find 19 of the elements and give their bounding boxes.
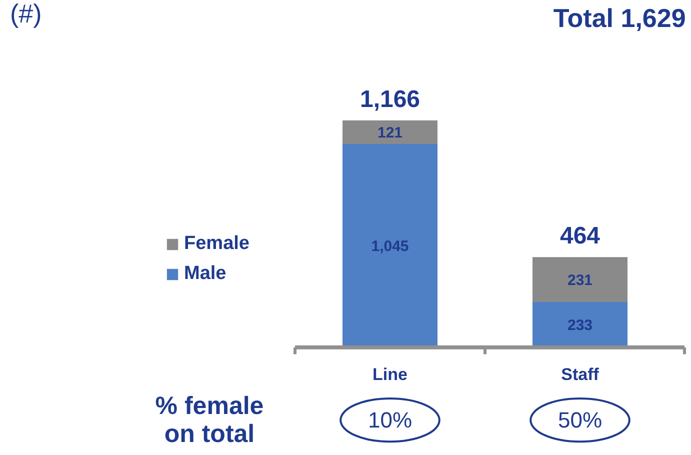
bar [342, 120, 438, 144]
data-label: 233 [567, 317, 593, 334]
total-label: 464 [560, 222, 601, 250]
data-label: 121 [377, 124, 403, 142]
chart-title: Total 1,629 [553, 3, 686, 34]
x-tick-label: Staff [561, 365, 600, 384]
legend-label: Male [184, 263, 226, 285]
bar [532, 257, 628, 302]
data-label: 231 [567, 272, 593, 290]
x-tick-label: Line [372, 365, 408, 384]
text: % female on total [155, 392, 264, 448]
bar [342, 144, 438, 348]
text: (#) [10, 0, 42, 29]
text: 50% [558, 408, 602, 433]
total-label: 1,166 [360, 86, 420, 113]
legend-label: Female [184, 233, 250, 255]
data-label: 1,045 [371, 238, 409, 256]
text: 10% [368, 408, 412, 433]
bar [532, 302, 628, 348]
